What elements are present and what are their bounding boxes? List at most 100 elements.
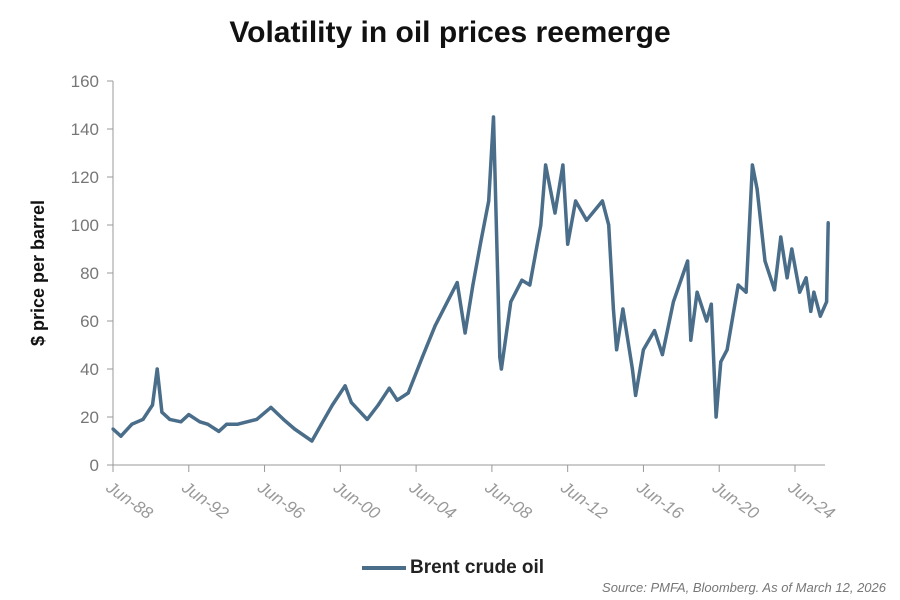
data-point [630, 367, 634, 371]
data-point [798, 290, 802, 294]
data-point [236, 422, 240, 426]
data-point [255, 417, 259, 421]
data-point [387, 386, 391, 390]
y-tick-label: 160 [71, 72, 99, 91]
data-point [611, 307, 616, 311]
data-point [499, 367, 503, 371]
data-point [561, 163, 565, 167]
data-point [553, 211, 557, 215]
data-point [471, 283, 475, 287]
data-point [269, 405, 273, 409]
data-point [479, 240, 483, 244]
data-point [709, 302, 713, 306]
data-point [160, 410, 164, 414]
data-point [689, 338, 693, 342]
data-point [633, 393, 638, 397]
data-point [520, 278, 524, 282]
x-tick-label: Jun-88 [102, 477, 157, 523]
y-tick-label: 20 [80, 408, 99, 427]
data-point [744, 290, 748, 294]
data-point [150, 403, 155, 407]
data-point [187, 413, 191, 417]
data-point [566, 242, 570, 246]
legend-swatch [362, 566, 406, 570]
x-tick-label: Jun-96 [253, 477, 308, 523]
x-tick-label: Jun-16 [632, 477, 687, 523]
y-tick-label: 140 [71, 120, 99, 139]
y-tick-label: 80 [80, 264, 99, 283]
data-point [406, 391, 410, 395]
data-point [376, 403, 380, 407]
data-point [491, 115, 496, 119]
data-point [225, 422, 229, 426]
data-point [198, 420, 202, 424]
data-point [395, 398, 399, 402]
data-point [420, 355, 425, 359]
data-point [671, 300, 676, 304]
data-point [573, 199, 578, 203]
data-point [790, 247, 794, 251]
data-point [704, 319, 709, 323]
y-tick-label: 0 [90, 456, 99, 475]
data-point [130, 422, 134, 426]
data-point [824, 300, 829, 304]
data-point [539, 223, 543, 227]
x-tick-label: Jun-08 [481, 477, 536, 523]
data-point [543, 163, 548, 167]
data-point [141, 417, 145, 421]
data-point [217, 429, 221, 433]
data-point [310, 439, 314, 443]
data-point [755, 187, 759, 191]
chart-title: Volatility in oil prices reemerge [229, 16, 671, 49]
data-point [292, 427, 297, 431]
data-point [528, 283, 532, 287]
data-point [319, 422, 323, 426]
data-point [119, 434, 123, 438]
data-point [455, 281, 459, 285]
x-tick-label: Jun-92 [178, 477, 233, 523]
y-tick-label: 60 [80, 312, 99, 331]
data-point [343, 384, 347, 388]
x-tick-label: Jun-24 [784, 477, 838, 523]
data-point [498, 355, 502, 359]
data-point [463, 331, 467, 335]
y-tick-label: 100 [71, 216, 99, 235]
data-point [750, 163, 754, 167]
data-point [615, 348, 619, 352]
data-point [719, 360, 723, 364]
y-tick-label: 120 [71, 168, 99, 187]
data-point [349, 401, 353, 405]
data-point [206, 422, 210, 426]
data-point [826, 221, 830, 225]
data-point [585, 218, 589, 222]
data-point [330, 403, 335, 407]
data-point [686, 259, 690, 263]
data-point [433, 324, 437, 328]
data-point [695, 290, 699, 294]
legend: Brent crude oil [362, 557, 544, 579]
data-point [281, 417, 286, 421]
x-tick-label: Jun-12 [557, 477, 612, 523]
data-point [736, 283, 740, 287]
series-line-brent [111, 115, 830, 443]
data-point [714, 415, 718, 419]
data-point [804, 276, 808, 280]
x-tick-label: Jun-00 [329, 477, 384, 523]
data-point [641, 348, 646, 352]
data-point [779, 235, 783, 239]
y-tick-label: 40 [80, 360, 99, 379]
data-point [725, 348, 729, 352]
data-point [168, 417, 172, 421]
data-point [600, 199, 604, 203]
data-point [660, 353, 664, 357]
data-point [772, 288, 777, 292]
x-tick-label: Jun-20 [708, 477, 763, 523]
data-point [487, 199, 491, 203]
data-point [763, 259, 767, 263]
data-point [652, 329, 657, 333]
data-point [179, 420, 183, 424]
data-point [785, 276, 789, 280]
data-point [809, 309, 813, 313]
data-point [365, 417, 369, 421]
